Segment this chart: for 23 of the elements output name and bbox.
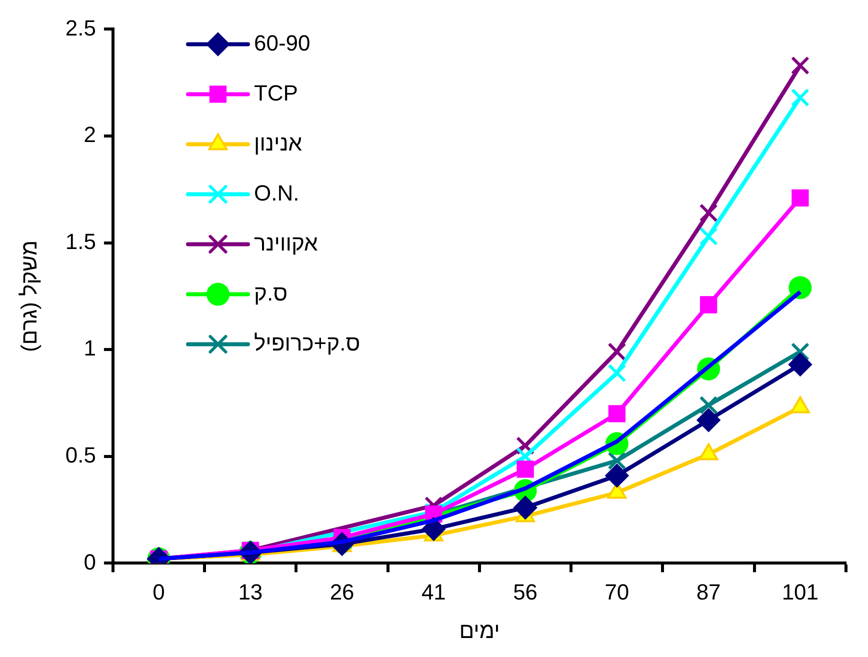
x-tick-label: 41 — [421, 579, 446, 604]
legend-label: O.N. — [254, 180, 300, 206]
x-tick-label: 26 — [330, 579, 354, 604]
y-tick-label: 1.5 — [65, 228, 96, 254]
y-tick-label: 0 — [84, 549, 96, 574]
legend-label: ס.ק+כרופיל — [254, 330, 360, 356]
legend-label: TCP — [254, 80, 298, 106]
x-tick-label: 70 — [604, 579, 630, 604]
y-axis-title: משקל (גרם) — [16, 240, 42, 352]
x-tick-label: 87 — [696, 579, 721, 604]
legend-label: אקווינר — [254, 230, 318, 256]
x-tick-label: 56 — [513, 579, 538, 604]
legend-label: ס.ק — [254, 280, 288, 306]
y-tick-label: 2 — [84, 122, 96, 148]
legend-label: 60-90 — [254, 30, 310, 56]
y-tick-label: 2.5 — [65, 15, 96, 40]
y-tick-label: 0.5 — [65, 442, 96, 468]
x-tick-label: 13 — [238, 579, 263, 604]
x-axis-title: ימים — [459, 618, 500, 643]
x-tick-label: 0 — [152, 579, 165, 604]
legend-label: אנינון — [254, 130, 302, 156]
x-tick-label: 101 — [782, 579, 819, 604]
y-tick-label: 1 — [84, 336, 96, 361]
